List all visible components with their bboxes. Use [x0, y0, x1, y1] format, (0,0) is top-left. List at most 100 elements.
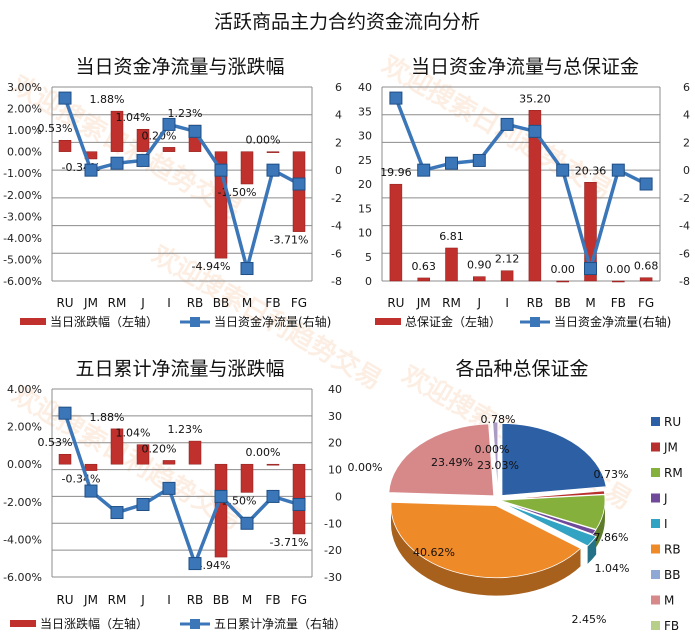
bar	[240, 463, 254, 493]
line-marker	[214, 489, 228, 503]
line-marker	[292, 177, 306, 191]
left-axis-tick: -1.00%	[3, 167, 42, 180]
bar	[556, 280, 569, 283]
bar	[639, 277, 653, 282]
bar-data-label: 1.88%	[90, 411, 125, 424]
category-label: FB	[265, 593, 280, 607]
pie-slice	[501, 423, 607, 496]
category-label: RM	[108, 593, 127, 607]
right-axis-tick: -20	[324, 544, 342, 557]
bar	[266, 151, 280, 153]
pie-slice	[502, 502, 597, 547]
right-axis-tick: 4	[335, 109, 342, 122]
line-marker	[110, 506, 124, 520]
right-axis-tick: -4	[331, 220, 342, 233]
line-marker	[162, 481, 176, 495]
pie-slice	[499, 490, 606, 501]
left-axis-tick: -4.00%	[3, 533, 42, 546]
bar	[110, 428, 124, 465]
line-series	[63, 97, 300, 276]
right-axis-tick: -6	[679, 247, 690, 260]
category-label: RU	[56, 593, 73, 607]
main-title: 活跃商品主力合约资金流向分析	[214, 11, 480, 33]
category-label: M	[242, 593, 252, 607]
pie-data-label: 0.78%	[481, 413, 516, 426]
right-axis-tick: -8	[331, 275, 342, 288]
line-marker	[292, 497, 306, 511]
right-axis-tick: 6	[683, 81, 690, 94]
bar-data-label: 0.53%	[38, 122, 73, 135]
line-marker	[58, 406, 72, 420]
bar-data-label: -1.50%	[218, 186, 257, 199]
legend-line-label: 当日资金净流量(右轴)	[214, 314, 331, 329]
legend-bar-icon	[20, 318, 46, 325]
bar-data-label: 0.90	[467, 259, 492, 272]
right-axis-tick: 10	[328, 464, 342, 477]
left-axis-tick: -4.00%	[3, 232, 42, 245]
bar	[110, 110, 124, 152]
bar	[136, 128, 150, 152]
pie-data-label: 23.03%	[477, 459, 519, 472]
bar-data-label: -3.71%	[270, 234, 309, 247]
left-axis-tick: 0.00%	[7, 458, 42, 471]
category-label: BB	[554, 296, 570, 310]
right-axis-tick: -8	[679, 275, 690, 288]
pie-slice	[499, 500, 597, 535]
left-axis-tick: 35	[358, 105, 372, 118]
right-axis-tick: -4	[679, 220, 690, 233]
line-series	[394, 97, 647, 275]
bar	[266, 463, 280, 466]
category-label: M	[242, 296, 252, 310]
line-marker	[240, 516, 254, 530]
left-axis-tick: 0	[365, 275, 372, 288]
plot-area: 6 4 2 0 -2 -4 -6 -8 3.00% 2.00% 1.00% 0.00% -1.00% -2…	[3, 81, 342, 329]
right-axis-tick: 6	[335, 81, 342, 94]
bar-data-label: -3.71%	[270, 536, 309, 549]
legend-swatch-icon	[651, 519, 660, 528]
right-axis-tick: -2	[679, 192, 690, 205]
line-marker	[136, 497, 150, 511]
bar	[445, 247, 458, 282]
chart-title: 当日资金净流量与总保证金	[411, 56, 639, 78]
left-axis-tick: -6.00%	[3, 275, 42, 288]
legend-label: RB	[664, 543, 681, 557]
line-marker	[500, 117, 514, 131]
line-marker	[445, 156, 458, 170]
left-axis-tick: -5.00%	[3, 253, 42, 266]
pie-slice-side	[587, 536, 597, 564]
legend-swatch-icon	[651, 442, 660, 452]
category-label: J	[140, 593, 145, 607]
pie-slice	[499, 494, 606, 530]
bar	[612, 280, 625, 283]
category-label: BB	[213, 296, 229, 310]
bar	[417, 277, 430, 282]
bar-data-label: 1.88%	[90, 93, 125, 106]
line-marker	[389, 91, 403, 105]
category-label: BB	[213, 593, 229, 607]
category-label: I	[167, 296, 171, 310]
category-label: FB	[611, 296, 626, 310]
left-axis-tick: 10	[358, 227, 372, 240]
legend-label: BB	[664, 568, 680, 582]
legend-label: M	[664, 594, 674, 608]
category-label: M	[585, 296, 595, 310]
line-marker	[214, 163, 228, 177]
bar-data-label: -4.94%	[192, 260, 231, 273]
pie-data-label: 2.45%	[572, 613, 607, 626]
legend-swatch-icon	[651, 544, 660, 554]
category-label: J	[477, 296, 482, 310]
bar-data-label: 20.36	[575, 164, 607, 177]
category-label: RU	[56, 296, 73, 310]
bar-data-label: 0.63	[411, 260, 436, 273]
pie-slice	[388, 423, 495, 497]
right-axis-tick: -10	[324, 517, 342, 530]
chart-daily-flow-vs-change: 当日资金净流量与涨跌幅 6420-2-4-6-83.00%2.00%1.00%0…	[3, 56, 342, 329]
legend-label: RU	[664, 415, 681, 429]
bar-data-label: 0.00%	[246, 134, 281, 147]
legend-marker-icon	[190, 317, 200, 327]
bar-data-label: 6.81	[439, 230, 464, 243]
left-axis-tick: 20	[358, 178, 372, 191]
left-axis-tick: 25	[358, 154, 372, 167]
legend-label: JM	[663, 441, 678, 455]
bar	[162, 460, 176, 465]
